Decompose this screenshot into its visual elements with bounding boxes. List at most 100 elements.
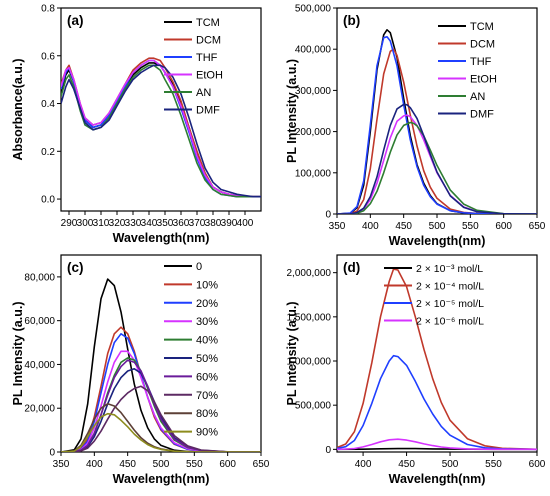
series-line-0 — [61, 62, 261, 198]
legend-label: 60% — [196, 371, 218, 383]
series-line-2 — [337, 354, 537, 451]
y-tick-label: 40,000 — [24, 360, 55, 371]
legend-label: DMF — [470, 109, 494, 121]
y-tick-label: 200,000 — [295, 127, 332, 138]
x-tick-label: 500 — [153, 459, 170, 470]
legend-label: 90% — [196, 427, 218, 439]
x-tick-label: 350 — [329, 221, 346, 232]
y-tick-label: 0.6 — [41, 51, 55, 62]
x-tick-label: 550 — [186, 459, 203, 470]
legend-label: TCM — [470, 21, 494, 33]
series-line-9 — [61, 412, 261, 452]
y-tick-label: 1,500,000 — [287, 312, 332, 323]
legend: 2 × 10⁻³ mol/L 2 × 10⁻⁴ mol/L 2 × 10⁻⁵ mol… — [384, 263, 484, 328]
y-axis-label: PL Intensity (a.u.) — [11, 302, 25, 406]
series-line-4 — [61, 64, 261, 198]
legend-label: 10% — [196, 279, 218, 291]
legend-label: 2 × 10⁻³ mol/L — [416, 263, 483, 275]
x-tick-label: 450 — [395, 221, 412, 232]
y-tick-label: 0 — [325, 445, 331, 456]
x-tick-label: 600 — [495, 221, 512, 232]
y-tick-label: 80,000 — [24, 272, 55, 283]
y-tick-label: 0.0 — [41, 195, 55, 206]
legend-label: THF — [470, 56, 492, 68]
y-tick-label: 2,000,000 — [287, 268, 332, 279]
x-axis-label: Wavelength(nm) — [389, 472, 486, 486]
legend-label: 0 — [196, 261, 202, 273]
series-group — [337, 29, 537, 214]
y-tick-label: 0 — [325, 210, 331, 221]
y-tick-label: 1,000,000 — [287, 357, 332, 368]
plot-frame — [336, 254, 538, 453]
panel-a: 290 300 310 320 330 340 350 360 370 380 390 400 0.0 0… — [11, 4, 262, 245]
series-line-3 — [61, 350, 261, 452]
x-axis-label: Wavelength(nm) — [113, 231, 210, 245]
legend-label: 2 × 10⁻⁴ mol/L — [416, 281, 484, 293]
y-axis-label: PL Intensity (a.u.) — [285, 302, 299, 406]
y-axis-label: PL Intensity (a.u.) — [285, 59, 299, 163]
panel-label: (b) — [343, 13, 360, 28]
y-tick-label: 500,000 — [295, 401, 332, 412]
legend-label: 20% — [196, 298, 218, 310]
x-tick-label: 650 — [253, 459, 270, 470]
x-tick-label: 450 — [119, 459, 136, 470]
series-group — [337, 268, 537, 451]
x-tick-label: 650 — [529, 221, 546, 232]
x-tick-label: 330 — [125, 218, 142, 229]
x-tick-label: 600 — [219, 459, 236, 470]
y-tick-label: 0 — [49, 448, 55, 459]
legend-label: 2 × 10⁻⁶ mol/L — [416, 316, 484, 328]
legend-label: 30% — [196, 316, 218, 328]
legend-label: EtOH — [470, 74, 497, 86]
y-tick-label: 20,000 — [24, 404, 55, 415]
legend-label: THF — [196, 52, 218, 64]
x-tick-label: 350 — [157, 218, 174, 229]
x-tick-label: 340 — [141, 218, 158, 229]
x-tick-label: 600 — [529, 459, 546, 470]
x-axis-label: Wavelength(nm) — [113, 472, 210, 486]
legend: 0 10% 20% 30% 40% 50% 60% 70% 80% 90% — [164, 261, 218, 439]
x-tick-label: 310 — [93, 218, 110, 229]
series-line-5 — [337, 103, 537, 214]
legend-label: AN — [196, 87, 211, 99]
series-group — [61, 57, 261, 198]
y-tick-label: 0.8 — [41, 4, 55, 15]
panel-label: (c) — [67, 260, 84, 275]
x-tick-label: 500 — [429, 221, 446, 232]
y-tick-label: 60,000 — [24, 316, 55, 327]
x-tick-label: 500 — [442, 459, 459, 470]
series-line-3 — [61, 59, 261, 198]
x-axis-label: Wavelength(nm) — [389, 234, 486, 248]
legend: TCM DCM THF EtOH AN DMF — [164, 17, 223, 117]
x-tick-label: 550 — [462, 221, 479, 232]
y-axis-label: Absorbance(a.u.) — [11, 58, 25, 160]
series-line-1 — [337, 268, 537, 451]
x-tick-label: 400 — [86, 459, 103, 470]
legend-label: 80% — [196, 408, 218, 420]
panel-label: (a) — [67, 13, 84, 28]
x-tick-label: 350 — [53, 459, 70, 470]
x-tick-label: 370 — [189, 218, 206, 229]
legend-label: TCM — [196, 17, 220, 29]
plot-frame — [60, 7, 262, 212]
x-tick-label: 400 — [237, 218, 254, 229]
series-line-3 — [337, 438, 537, 451]
legend: TCM DCM THF EtOH AN DMF — [438, 21, 497, 121]
panel-b: 350 400 450 500 550 600 650 0 100,000 200,000 300,… — [285, 4, 546, 249]
legend-label: 50% — [196, 353, 218, 365]
x-tick-label: 360 — [173, 218, 190, 229]
y-tick-label: 500,000 — [295, 4, 332, 15]
legend-label: EtOH — [196, 70, 223, 82]
y-tick-label: 300,000 — [295, 86, 332, 97]
y-tick-label: 100,000 — [295, 168, 332, 179]
legend-label: 2 × 10⁻⁵ mol/L — [416, 298, 484, 310]
panel-c: 350 400 450 500 550 600 650 0 20,000 40,000 60,000… — [11, 254, 270, 486]
x-tick-label: 400 — [362, 221, 379, 232]
series-group — [61, 278, 261, 452]
legend-label: AN — [470, 91, 485, 103]
x-tick-label: 380 — [205, 218, 222, 229]
panel-label: (d) — [343, 260, 360, 275]
x-tick-label: 400 — [355, 459, 372, 470]
x-tick-label: 550 — [485, 459, 502, 470]
